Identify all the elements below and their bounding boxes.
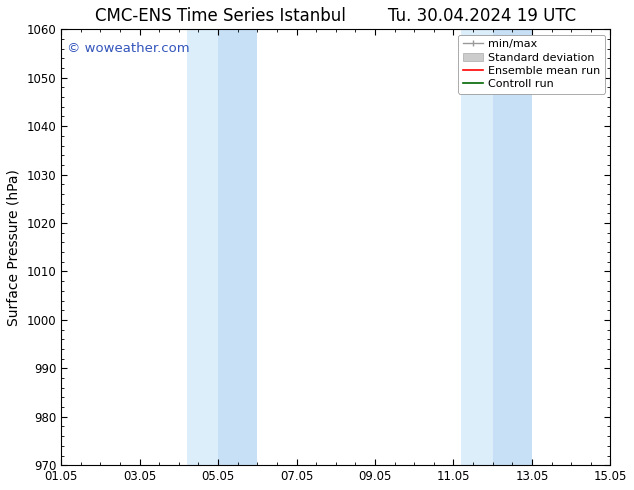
Bar xyxy=(462,29,493,465)
Y-axis label: Surface Pressure (hPa): Surface Pressure (hPa) xyxy=(7,169,21,326)
Title: CMC-ENS Time Series Istanbul        Tu. 30.04.2024 19 UTC: CMC-ENS Time Series Istanbul Tu. 30.04.2… xyxy=(95,7,576,25)
Bar xyxy=(218,29,257,465)
Legend: min/max, Standard deviation, Ensemble mean run, Controll run: min/max, Standard deviation, Ensemble me… xyxy=(458,35,605,94)
Bar xyxy=(493,29,532,465)
Text: © woweather.com: © woweather.com xyxy=(67,42,189,55)
Bar xyxy=(186,29,218,465)
